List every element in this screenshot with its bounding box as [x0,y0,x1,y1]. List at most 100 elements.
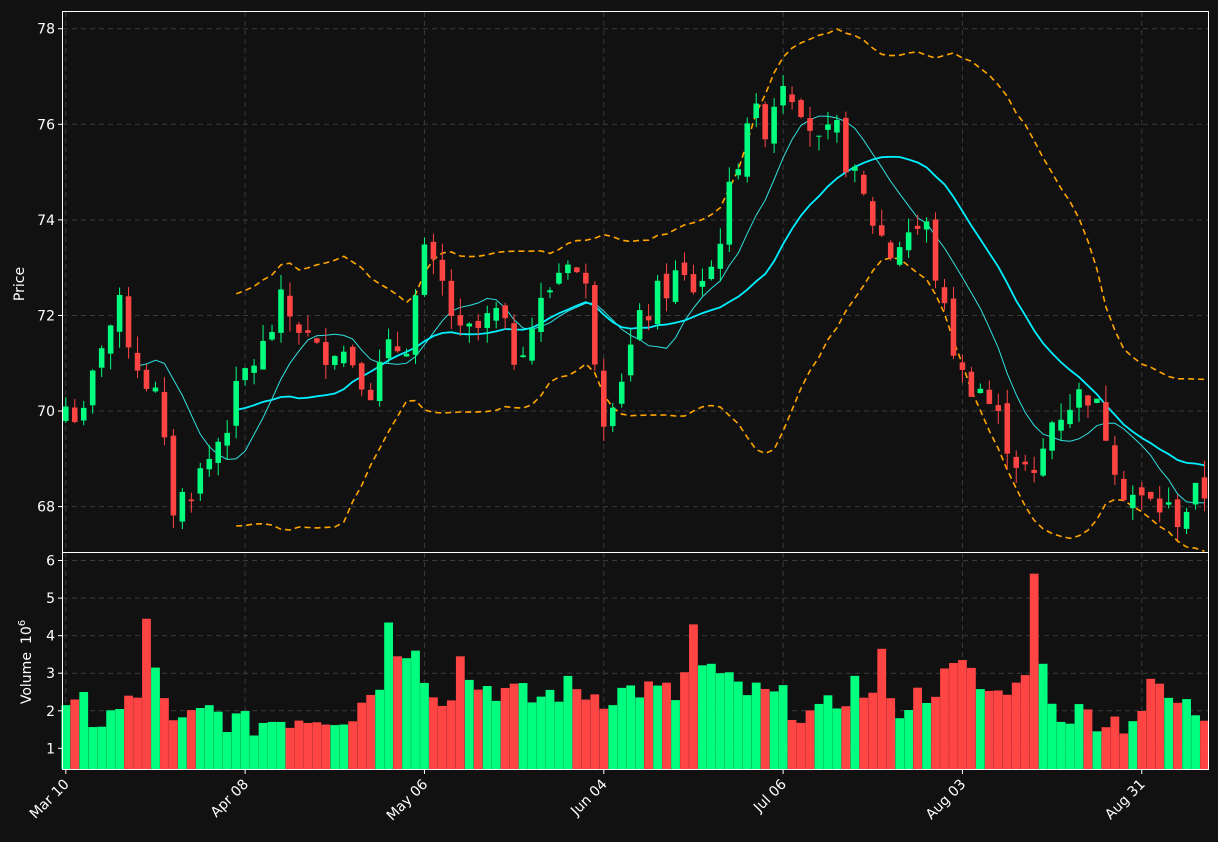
volume-bar [590,694,600,769]
candle-body [89,370,96,406]
volume-bar [922,702,931,769]
volume-bar [949,663,958,769]
candle-body [278,289,284,333]
candle-body [1121,478,1127,501]
candle-body [1112,445,1118,475]
volume-bar [1101,727,1111,769]
volume-bar [276,721,286,769]
price-tick-label: 76 [37,117,55,133]
volume-bar [294,720,304,769]
volume-bar [671,700,680,769]
volume-tick-label: 1 [46,741,55,757]
volume-bar [572,689,582,769]
candle-body [251,365,257,373]
volume-bar [1110,716,1120,769]
candle-body [977,388,984,394]
volume-bar [877,648,887,769]
volume-bar [169,720,178,769]
volume-tick-label: 2 [46,704,55,720]
candle-body [161,391,168,438]
price-tick-label: 70 [37,404,55,420]
volume-bar [231,713,241,769]
volume-bar [1182,699,1191,769]
volume-bar [70,699,80,769]
volume-bar [724,672,734,769]
volume-bar [249,735,259,769]
candle-body [188,499,195,502]
candle-body [529,328,535,361]
volume-bar [895,718,905,769]
volume-bar [635,697,645,769]
candle-body [878,225,885,236]
volume-bar [321,724,331,769]
volume-bar [303,722,313,769]
candle-body [932,219,939,281]
volume-bar [79,691,89,769]
volume-bar [473,689,483,769]
volume-bar [823,695,833,769]
candle-body [439,259,446,281]
candle-body [421,244,428,295]
candle-body [690,274,697,293]
candle-body [843,117,849,173]
candle-body [968,371,975,397]
price-tick-label: 72 [37,308,55,324]
volume-bar [429,697,438,769]
candle-body [574,267,580,273]
volume-bar [267,721,277,769]
candle-body [197,468,204,494]
candle-body [323,342,329,365]
candle-body [107,325,114,354]
candle-body [1156,498,1163,513]
volume-bar [482,686,492,769]
candle-body [887,242,894,259]
candle-body [986,389,993,404]
candle-body [475,320,482,328]
candle-body [367,389,374,401]
volume-bar [393,656,402,769]
volume-bar [904,710,914,769]
candle-body [861,174,867,194]
candle-body [466,323,473,327]
volume-bar [491,700,501,769]
candle-body [376,361,383,402]
volume-bar [518,683,528,769]
candle-body [520,355,526,358]
candle-body [1040,448,1046,476]
volume-bar [868,692,878,769]
volume-bar [993,690,1003,769]
volume-bar [366,694,376,769]
volume-bar [88,727,98,769]
volume-bar [151,667,160,769]
volume-bar [796,722,806,769]
volume-bar [1092,731,1102,769]
candle-body [233,381,239,426]
candle-body [403,353,410,357]
moving-averages [137,115,1205,504]
volume-bar [1029,573,1039,769]
candle-body [618,381,625,404]
candle-body [1130,494,1136,509]
volume-bar [500,687,510,769]
moving-average-slow-line [236,155,1205,467]
candle-body [708,266,715,280]
candle-body [125,296,132,348]
candle-body [1147,491,1154,499]
candle-body [825,124,831,130]
candle-body [314,338,320,343]
volume-bar [437,705,447,769]
candle-body [914,225,921,229]
volume-bar [886,698,896,769]
volume-bar [330,725,340,769]
candle-body [215,441,222,463]
volume-bar [402,658,411,769]
volume-bar [581,699,591,769]
volume-bar [1164,697,1174,769]
volume-bar [984,690,994,769]
candle-body [1076,389,1082,408]
volume-bar [715,673,725,769]
candle-body [717,243,724,269]
candle-body [457,315,464,326]
volume-bar [1074,704,1084,769]
